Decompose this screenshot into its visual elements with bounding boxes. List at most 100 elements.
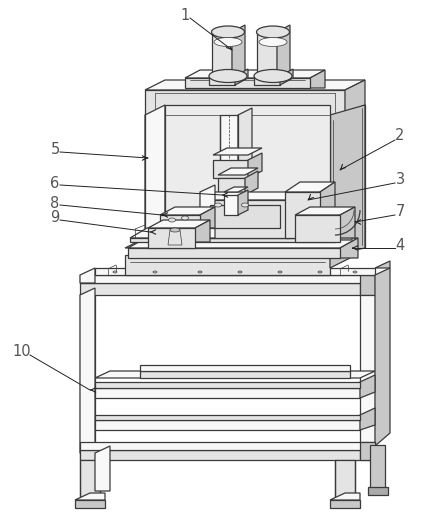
Ellipse shape (211, 26, 245, 38)
Polygon shape (128, 248, 340, 258)
Polygon shape (140, 365, 350, 371)
Polygon shape (168, 230, 182, 245)
Polygon shape (80, 450, 360, 460)
Polygon shape (75, 500, 105, 508)
Text: 7: 7 (395, 205, 404, 219)
Polygon shape (125, 238, 350, 248)
Ellipse shape (214, 38, 242, 46)
Polygon shape (290, 192, 305, 232)
Polygon shape (245, 171, 258, 195)
Polygon shape (235, 69, 248, 85)
Polygon shape (95, 420, 360, 430)
Polygon shape (200, 200, 290, 238)
Text: 4: 4 (395, 237, 404, 252)
Polygon shape (295, 215, 340, 242)
Polygon shape (210, 205, 280, 228)
Polygon shape (145, 80, 365, 90)
Polygon shape (212, 32, 232, 80)
Polygon shape (375, 268, 390, 446)
Text: 8: 8 (50, 195, 59, 211)
Polygon shape (224, 195, 238, 215)
Polygon shape (185, 78, 310, 88)
Polygon shape (254, 76, 280, 85)
Polygon shape (213, 160, 248, 178)
Polygon shape (80, 283, 360, 295)
Polygon shape (125, 255, 330, 275)
Polygon shape (360, 408, 375, 430)
Ellipse shape (153, 271, 157, 273)
Polygon shape (360, 442, 375, 460)
Polygon shape (238, 190, 248, 215)
Polygon shape (95, 388, 360, 398)
Polygon shape (200, 192, 305, 200)
Polygon shape (160, 207, 215, 215)
Polygon shape (148, 220, 210, 228)
Polygon shape (213, 148, 262, 155)
Polygon shape (330, 493, 360, 500)
Ellipse shape (259, 38, 287, 46)
Polygon shape (360, 275, 375, 295)
Ellipse shape (278, 271, 282, 273)
Polygon shape (95, 382, 360, 388)
Polygon shape (335, 460, 355, 505)
Text: 3: 3 (396, 173, 404, 188)
Polygon shape (330, 105, 365, 255)
Polygon shape (165, 105, 330, 255)
Polygon shape (220, 115, 238, 255)
Text: 9: 9 (50, 211, 59, 226)
Polygon shape (368, 487, 388, 495)
Polygon shape (95, 415, 360, 420)
Polygon shape (80, 288, 95, 453)
Polygon shape (130, 228, 352, 238)
Polygon shape (248, 153, 262, 178)
Polygon shape (285, 182, 335, 192)
Ellipse shape (113, 271, 117, 273)
Text: 2: 2 (395, 128, 404, 143)
Polygon shape (280, 69, 293, 85)
Ellipse shape (209, 69, 247, 83)
Polygon shape (310, 70, 325, 88)
Polygon shape (224, 187, 248, 192)
Ellipse shape (254, 69, 292, 83)
Polygon shape (130, 238, 335, 242)
Polygon shape (320, 182, 335, 235)
Polygon shape (80, 268, 95, 283)
Polygon shape (370, 445, 385, 490)
Ellipse shape (238, 271, 242, 273)
Polygon shape (145, 90, 345, 115)
Polygon shape (209, 76, 235, 85)
Text: 10: 10 (13, 344, 32, 359)
Polygon shape (340, 207, 355, 238)
Polygon shape (80, 295, 95, 460)
Polygon shape (80, 275, 375, 283)
Polygon shape (145, 105, 165, 255)
Ellipse shape (169, 218, 175, 222)
Polygon shape (80, 442, 375, 450)
Polygon shape (277, 25, 290, 80)
Ellipse shape (353, 271, 357, 273)
Polygon shape (200, 207, 215, 228)
Polygon shape (218, 178, 245, 195)
Polygon shape (330, 238, 350, 268)
Polygon shape (218, 168, 258, 175)
Polygon shape (95, 268, 375, 275)
Text: 1: 1 (180, 8, 190, 23)
Polygon shape (160, 215, 200, 230)
Ellipse shape (214, 203, 222, 207)
Polygon shape (360, 295, 375, 460)
Polygon shape (238, 108, 252, 255)
Polygon shape (148, 228, 195, 248)
Polygon shape (340, 238, 358, 258)
Text: 6: 6 (50, 175, 59, 191)
Polygon shape (375, 261, 390, 268)
Polygon shape (257, 32, 277, 80)
Polygon shape (232, 25, 245, 80)
Ellipse shape (242, 203, 249, 207)
Polygon shape (345, 80, 365, 115)
Polygon shape (140, 371, 350, 378)
Polygon shape (185, 70, 325, 78)
Polygon shape (330, 500, 360, 508)
Polygon shape (360, 375, 375, 398)
Polygon shape (335, 228, 352, 240)
Polygon shape (80, 460, 100, 505)
